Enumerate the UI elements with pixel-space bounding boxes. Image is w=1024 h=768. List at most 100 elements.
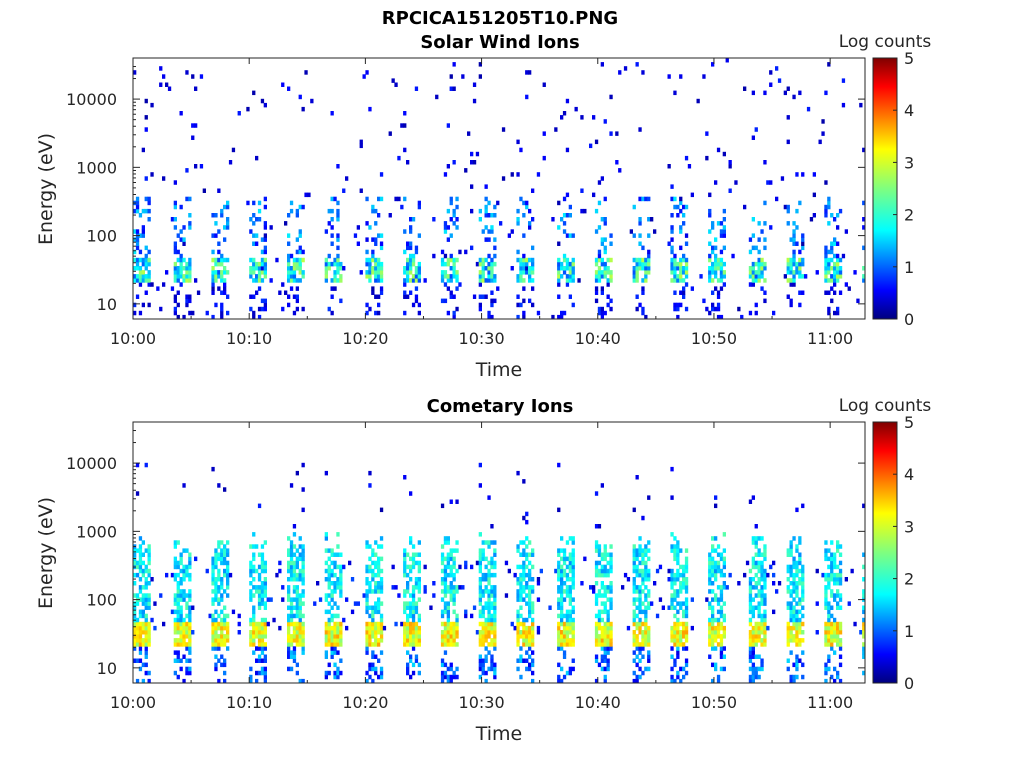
spectrogram-cell [374,310,378,316]
spectrogram-cell [292,310,297,316]
spectrogram-cell [554,568,558,574]
spectrogram-cell [836,625,840,631]
spectrogram-cell [638,217,642,222]
spectrogram-cell [379,630,384,635]
spectrogram-cell [653,229,657,234]
spectrogram-cell [400,123,404,128]
spectrogram-cell [484,294,488,299]
spectrogram-cell [493,589,497,594]
spectrogram-cell [133,605,137,610]
spectrogram-cell [632,556,636,562]
spectrogram-cell [138,666,143,672]
spectrogram-cell [632,270,636,275]
spectrogram-cell [801,589,805,594]
spectrogram-cell [449,572,453,578]
spectrogram-cell [824,266,828,271]
spectrogram-cell [339,625,343,631]
spectrogram-cell [525,519,529,525]
spectrogram-cell [795,572,799,578]
spectrogram-cell [464,249,468,255]
spectrogram-cell [464,609,468,615]
spectrogram-cell [493,585,497,590]
spectrogram-cell [377,274,381,279]
spectrogram-cell [862,605,866,610]
spectrogram-cell [641,257,645,263]
spectrogram-cell [144,621,148,627]
spectrogram-cell [635,572,639,578]
spectrogram-cell [565,670,570,676]
y-tick-label: 10000 [66,454,117,473]
spectrogram-cell [510,172,514,177]
spectrogram-cell [792,261,796,267]
spectrogram-cell [528,642,532,647]
spectrogram-cell [449,564,453,570]
spectrogram-cell [594,544,599,549]
spectrogram-cell [377,302,381,308]
spectrogram-cell [635,257,639,263]
spectrogram-cell [705,306,709,312]
spectrogram-cell [789,674,793,680]
spectrogram-cell [379,233,384,238]
spectrogram-cell [766,180,770,185]
spectrogram-cell [260,544,265,549]
spectrogram-cell [606,638,610,643]
spectrogram-cell [818,139,822,145]
spectrogram-cell [786,625,790,631]
spectrogram-cell [223,487,227,492]
spectrogram-cell [719,261,724,267]
spectrogram-cell [836,630,840,635]
spectrogram-cell [231,609,236,615]
spectrogram-cell [836,572,840,578]
spectrogram-cell [684,548,689,553]
spectrogram-cell [641,646,645,651]
spectrogram-cell [562,556,567,562]
spectrogram-cell [365,670,369,676]
spectrogram-cell [191,74,195,79]
spectrogram-cell [644,605,648,610]
spectrogram-cell [147,556,151,562]
spectrogram-cell [324,625,328,631]
spectrogram-cell [862,646,866,651]
spectrogram-cell [452,314,456,320]
spectrogram-cell [443,577,448,582]
spectrogram-cell [600,666,604,672]
colorbar-tick-label: 1 [904,258,914,277]
spectrogram-cell [754,634,758,639]
spectrogram-cell [827,605,831,610]
spectrogram-cell [223,266,227,271]
spectrogram-cell [455,617,459,623]
spectrogram-cell [638,621,642,627]
spectrogram-cell [220,642,224,647]
spectrogram-cell [365,196,369,202]
spectrogram-cell [760,270,764,275]
spectrogram-cell [751,650,755,655]
spectrogram-cell [708,564,712,570]
spectrogram-cell [327,585,331,590]
spectrogram-cell [403,249,407,255]
spectrogram-cell [220,662,224,668]
spectrogram-cell [493,605,497,610]
spectrogram-cell [565,577,570,582]
spectrogram-cell [263,298,267,304]
spectrogram-cell [133,581,137,586]
spectrogram-cell [603,609,607,615]
spectrogram-cell [176,274,180,279]
spectrogram-cell [220,213,224,218]
spectrogram-cell [801,605,805,610]
spectrogram-cell [783,204,787,210]
spectrogram-cell [440,589,445,594]
spectrogram-cell [377,560,381,566]
spectrogram-cell [487,642,491,647]
spectrogram-cell [836,564,840,570]
spectrogram-cell [220,278,224,283]
colorbar-tick-label: 4 [904,101,914,120]
spectrogram-cell [368,568,372,574]
spectrogram-cell [766,625,770,631]
spectrogram-cell [472,82,477,87]
spectrogram-cell [371,642,375,647]
spectrogram-cell [214,274,218,279]
spectrogram-cell [487,544,491,549]
spectrogram-cell [487,560,491,566]
spectrogram-cell [374,638,378,643]
spectrogram-cell [411,634,416,639]
